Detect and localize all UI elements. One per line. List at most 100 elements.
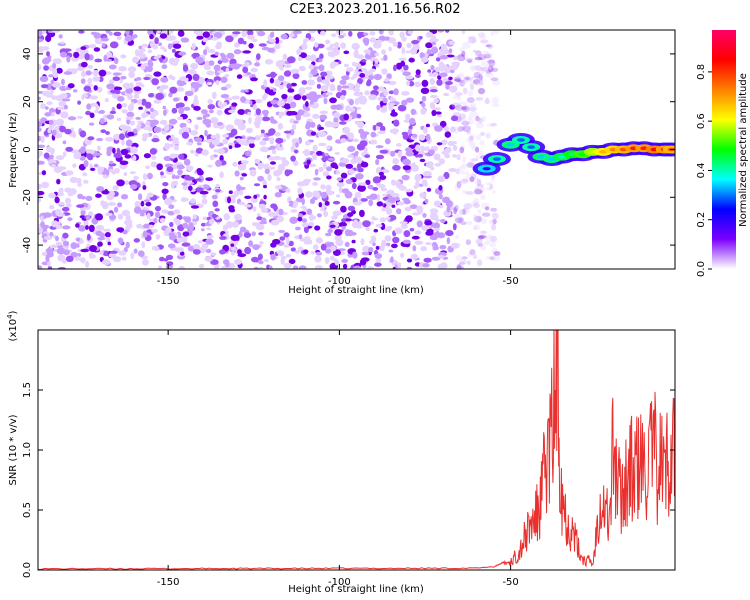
noise-speckle: [369, 31, 376, 36]
noise-speckle: [493, 251, 501, 256]
noise-speckle: [130, 146, 138, 154]
noise-speckle: [154, 211, 161, 219]
noise-speckle: [361, 257, 370, 262]
noise-speckle: [277, 122, 284, 130]
noise-speckle: [51, 95, 58, 100]
noise-speckle: [290, 209, 298, 213]
noise-speckle: [426, 187, 432, 192]
noise-speckle: [490, 207, 497, 212]
noise-speckle: [306, 208, 312, 215]
noise-speckle: [188, 185, 193, 191]
noise-speckle: [393, 64, 397, 72]
noise-speckle: [344, 241, 350, 248]
noise-speckle: [269, 38, 277, 43]
noise-speckle: [87, 155, 94, 161]
noise-speckle: [483, 65, 493, 69]
noise-speckle: [470, 83, 475, 91]
noise-speckle: [202, 216, 207, 221]
noise-speckle: [138, 106, 143, 110]
noise-speckle: [268, 265, 273, 269]
noise-speckle: [159, 119, 168, 125]
spectrogram-y-axis-label: Frequency (Hz): [8, 112, 19, 188]
noise-speckle: [159, 217, 166, 223]
noise-speckle: [361, 251, 370, 256]
noise-speckle: [360, 161, 369, 168]
noise-speckle: [183, 95, 188, 102]
snr-marks: [38, 330, 675, 570]
noise-speckle: [179, 76, 187, 82]
noise-speckle: [383, 54, 388, 61]
noise-speckle: [214, 51, 219, 56]
noise-speckle: [374, 58, 379, 64]
noise-speckle: [58, 100, 67, 107]
noise-speckle: [167, 43, 172, 50]
noise-speckle: [388, 80, 397, 86]
noise-speckle: [382, 97, 388, 104]
noise-speckle: [400, 252, 405, 258]
noise-speckle: [298, 265, 307, 269]
noise-speckle: [244, 204, 252, 208]
noise-speckle: [197, 240, 203, 244]
noise-speckle: [100, 129, 107, 134]
noise-speckle: [96, 186, 105, 192]
noise-speckle: [227, 196, 231, 204]
noise-speckle: [448, 40, 456, 46]
noise-speckle: [447, 140, 455, 147]
noise-speckle: [370, 235, 377, 243]
signal-peak: [492, 157, 501, 161]
noise-speckle: [434, 163, 442, 167]
noise-speckle: [145, 121, 151, 126]
noise-speckle: [44, 106, 49, 110]
noise-speckle: [109, 160, 114, 165]
noise-speckle: [116, 35, 122, 41]
noise-speckle: [269, 77, 275, 84]
noise-speckle: [252, 206, 257, 212]
noise-speckle: [378, 30, 384, 35]
noise-speckle: [479, 186, 485, 193]
noise-speckle: [127, 131, 135, 137]
noise-speckle: [296, 181, 306, 187]
noise-speckle: [270, 99, 278, 105]
noise-speckle: [268, 211, 277, 218]
noise-speckle: [137, 193, 143, 201]
noise-speckle: [424, 146, 430, 152]
noise-speckle: [398, 57, 407, 61]
noise-speckle: [473, 213, 477, 221]
noise-speckle: [118, 250, 127, 256]
noise-speckle: [484, 52, 493, 59]
noise-speckle: [39, 75, 49, 83]
noise-speckle: [374, 52, 380, 57]
noise-speckle: [404, 206, 412, 212]
x-tick-label: -100: [328, 276, 351, 287]
noise-speckle: [438, 185, 443, 191]
noise-speckle: [374, 39, 383, 44]
noise-speckle: [490, 218, 497, 224]
noise-speckle: [293, 94, 302, 101]
noise-speckle: [454, 76, 461, 82]
noise-speckle: [217, 148, 225, 155]
noise-speckle: [301, 218, 308, 223]
noise-speckle: [240, 96, 247, 103]
noise-speckle: [207, 99, 213, 105]
noise-speckle: [326, 135, 333, 141]
noise-speckle: [361, 68, 368, 72]
noise-speckle: [288, 200, 294, 205]
noise-speckle: [493, 30, 500, 35]
noise-speckle: [113, 31, 122, 37]
noise-speckle: [237, 249, 242, 255]
snr-frame: [37, 329, 676, 571]
noise-speckle: [466, 130, 471, 135]
noise-speckle: [397, 41, 402, 49]
noise-speckle: [83, 85, 92, 92]
noise-speckle: [473, 71, 481, 78]
noise-speckle: [213, 149, 218, 153]
noise-speckle: [206, 70, 215, 76]
noise-speckle: [485, 72, 494, 78]
noise-speckle: [401, 91, 410, 96]
noise-speckle: [170, 183, 175, 189]
noise-speckle: [116, 227, 125, 233]
noise-speckle: [213, 76, 221, 82]
noise-speckle: [107, 202, 117, 206]
noise-speckle: [395, 180, 402, 188]
noise-speckle: [117, 213, 124, 220]
